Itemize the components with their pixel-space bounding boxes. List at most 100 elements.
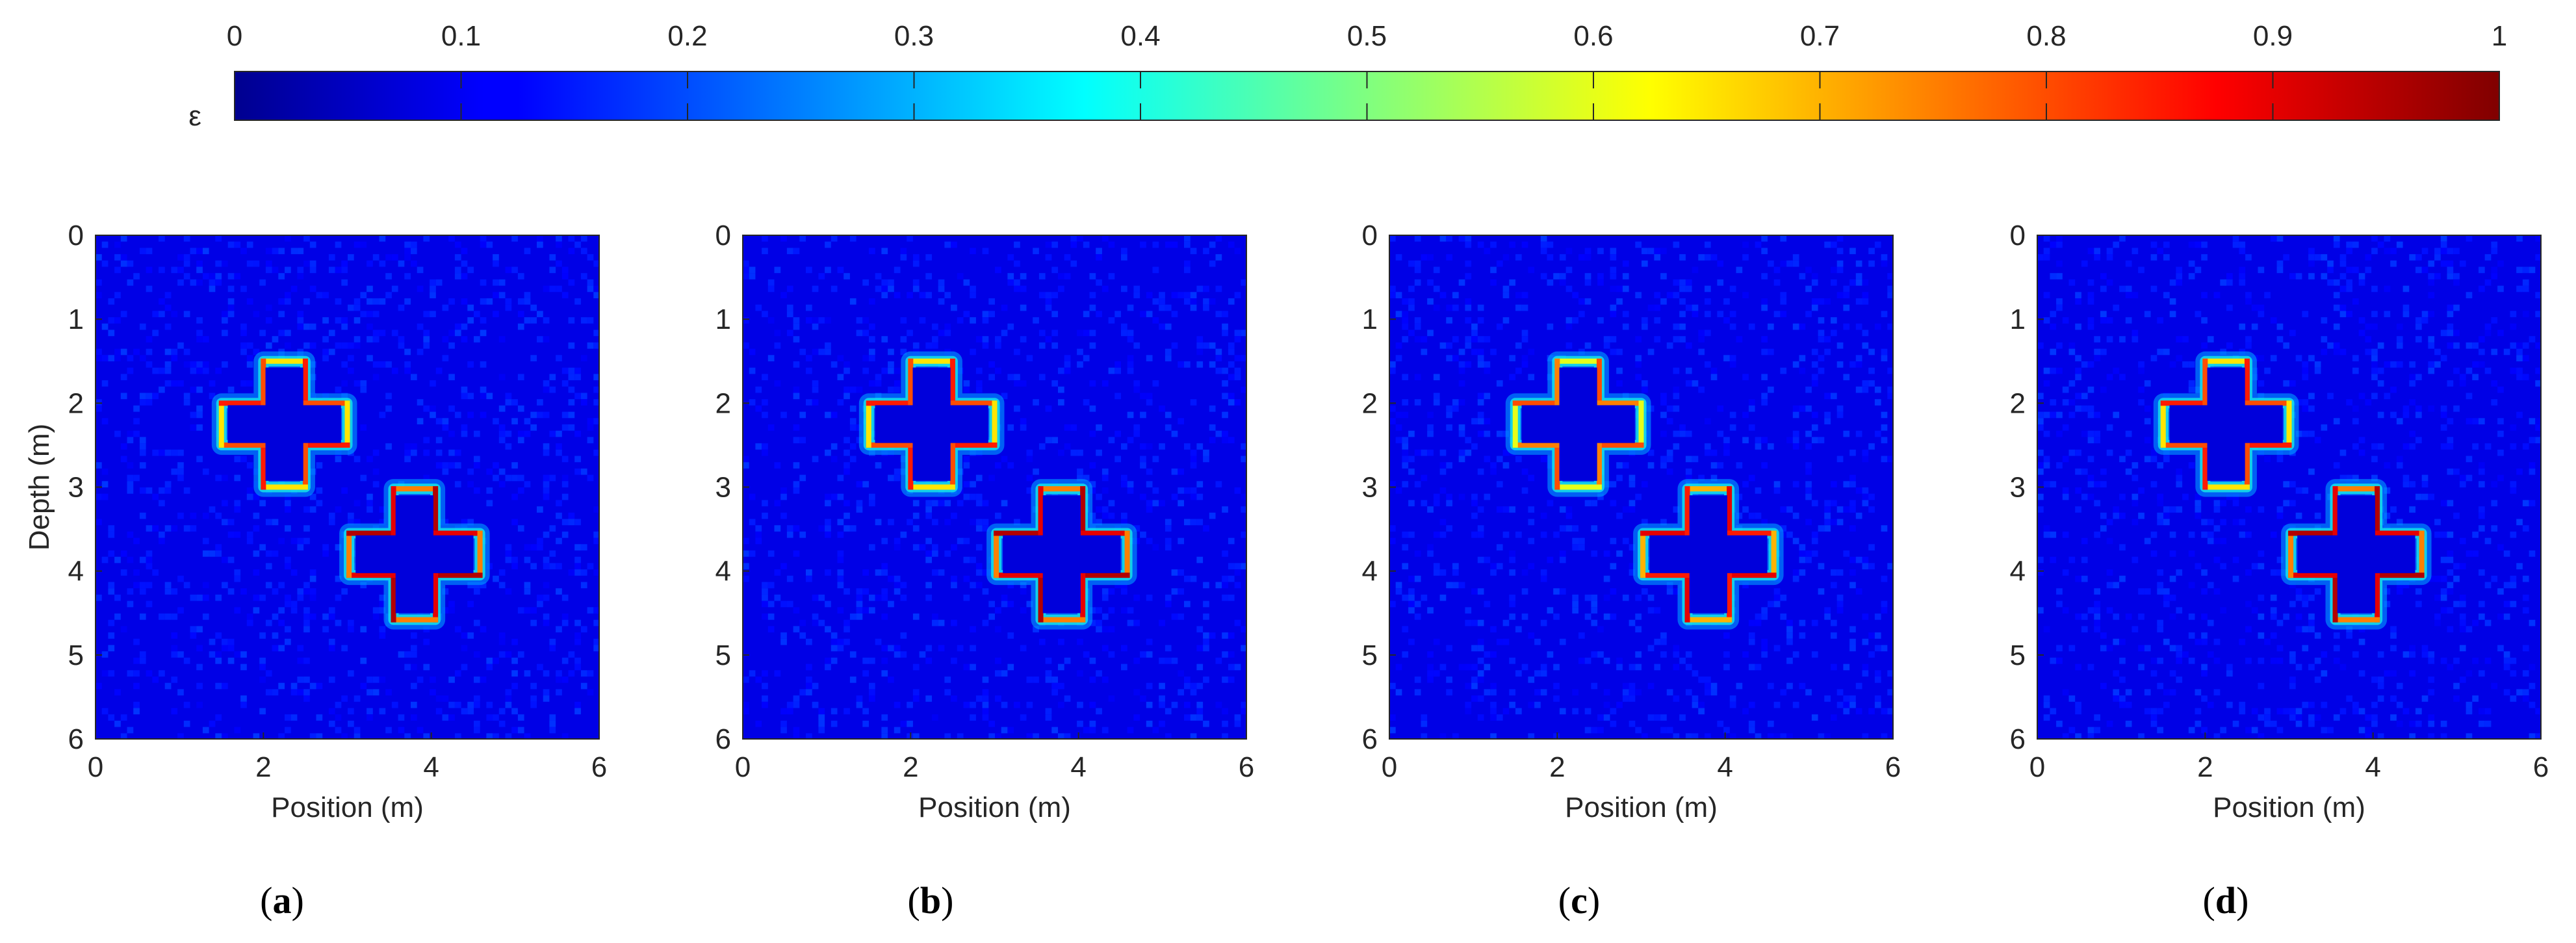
heatmap-cell (222, 582, 228, 589)
heatmap-cell (2289, 329, 2296, 337)
heatmap-cell (1152, 380, 1159, 387)
heatmap-cell (793, 525, 800, 532)
heatmap-cell (1058, 682, 1064, 690)
heatmap-cell (360, 657, 367, 664)
heatmap-cell (398, 336, 405, 342)
heatmap-cell (1234, 582, 1241, 589)
heatmap-cell (1026, 456, 1033, 463)
heatmap-cell (1234, 336, 1241, 342)
heatmap-cell (1521, 336, 1528, 342)
heatmap-cell (2371, 311, 2378, 318)
heatmap-cell (2421, 481, 2428, 487)
heatmap-cell (493, 733, 499, 739)
heatmap-cell (1748, 399, 1755, 406)
heatmap-cell (1705, 689, 1711, 696)
heatmap-cell (1077, 720, 1083, 727)
heatmap-cell (341, 695, 348, 702)
heatmap-cell (2207, 531, 2214, 538)
heatmap-cell (951, 582, 957, 589)
heatmap-cell (335, 544, 342, 550)
heatmap-cell (1146, 682, 1153, 690)
heatmap-cell (1484, 493, 1491, 500)
heatmap-cell (2440, 531, 2447, 538)
heatmap-cell (849, 235, 857, 242)
heatmap-cell (1089, 430, 1096, 437)
heatmap-cell (818, 720, 825, 727)
heatmap-cell (303, 619, 310, 627)
heatmap-cell (511, 556, 518, 563)
heatmap-cell (793, 727, 800, 734)
heatmap-cell (2144, 437, 2151, 444)
heatmap-cell (246, 487, 253, 494)
heatmap-cell (1222, 550, 1228, 557)
heatmap-cell (837, 575, 844, 582)
heatmap-cell (348, 367, 354, 374)
heatmap-cell (1427, 411, 1434, 419)
heatmap-cell (2333, 632, 2340, 639)
heatmap-cell (2213, 689, 2221, 696)
heatmap-cell (2479, 670, 2485, 677)
heatmap-cell (1874, 430, 1881, 437)
heatmap-cell (1515, 367, 1522, 374)
heatmap-cell (1723, 664, 1730, 671)
heatmap-cell (1792, 437, 1799, 444)
heatmap-cell (2339, 285, 2347, 292)
heatmap-cell (108, 670, 115, 677)
heatmap-cell (190, 424, 197, 431)
y-tick-label: 0 (1362, 220, 1378, 252)
heatmap-cell (2163, 601, 2170, 608)
heatmap-cell (2409, 430, 2415, 437)
heatmap-cell (2371, 374, 2378, 381)
heatmap-cell (932, 519, 938, 526)
heatmap-cell (1484, 248, 1491, 255)
heatmap-cell (1427, 550, 1434, 557)
heatmap-cell (2421, 695, 2428, 702)
heatmap-cell (1389, 361, 1396, 368)
heatmap-cell (1629, 474, 1636, 482)
heatmap-cell (177, 575, 184, 582)
heatmap-cell (912, 544, 920, 550)
heatmap-cell (2396, 342, 2403, 349)
heatmap-cell (587, 424, 594, 431)
heatmap-cell (1241, 355, 1246, 361)
heatmap-cell (335, 317, 342, 324)
heatmap-cell (556, 588, 562, 595)
heatmap-cell (1477, 657, 1484, 664)
heatmap-cell (1222, 733, 1228, 739)
heatmap-cell (806, 689, 812, 696)
heatmap-cell (1051, 241, 1058, 248)
heatmap-cell (1026, 733, 1033, 739)
heatmap-cell (2113, 304, 2120, 311)
heatmap-cell (2132, 626, 2139, 633)
x-tick-label: 2 (2197, 751, 2213, 783)
y-tick-label: 5 (68, 639, 84, 671)
heatmap-cell (190, 512, 197, 519)
heatmap-cell (265, 266, 272, 274)
heatmap-cell (587, 689, 594, 696)
heatmap-cell (524, 298, 531, 305)
heatmap-cell (2043, 317, 2050, 324)
heatmap-cell (379, 708, 386, 715)
heatmap-cell (480, 361, 487, 368)
heatmap-cell (2535, 342, 2541, 349)
heatmap-cell (2434, 273, 2441, 279)
heatmap-cell (593, 638, 599, 645)
heatmap-cell (1165, 304, 1172, 311)
heatmap-cell (1831, 241, 1837, 248)
heatmap-cell (2346, 474, 2352, 482)
heatmap-cell (2510, 481, 2517, 487)
heatmap-cell (844, 462, 850, 469)
heatmap-cell (2371, 701, 2378, 708)
heatmap-cell (1647, 594, 1655, 601)
heatmap-cell (2176, 336, 2183, 342)
heatmap-cell (348, 355, 354, 361)
heatmap-cell (1001, 456, 1008, 463)
heatmap-cell (1477, 619, 1484, 627)
heatmap-cell (1108, 588, 1115, 595)
heatmap-cell (309, 506, 316, 513)
heatmap-cell (1836, 519, 1844, 526)
heatmap-cell (894, 575, 901, 582)
heatmap-cell (755, 677, 762, 683)
heatmap-cell (755, 405, 762, 412)
heatmap-cell (938, 500, 945, 507)
